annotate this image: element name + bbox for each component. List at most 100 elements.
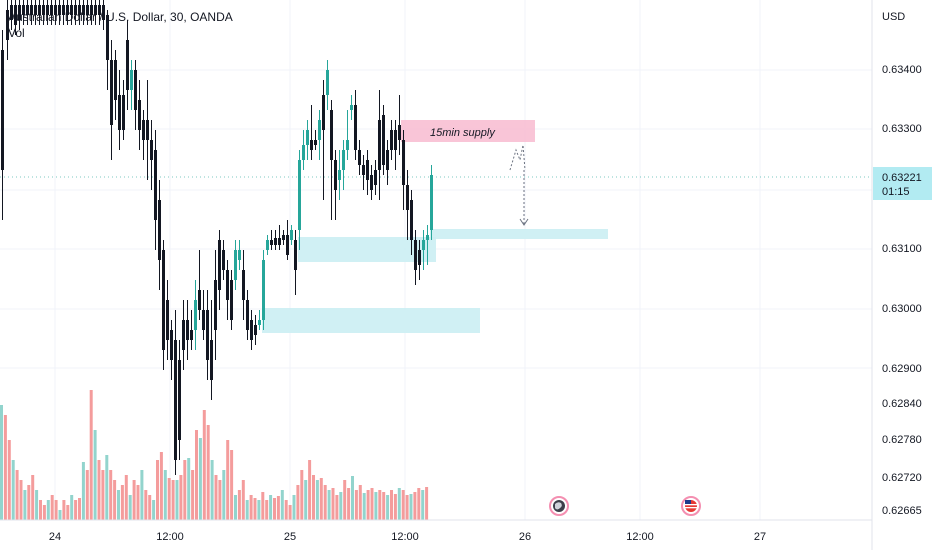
candle-body (346, 140, 349, 150)
volume-bar (304, 480, 308, 520)
candles (1, 0, 433, 475)
candle-body (390, 130, 393, 150)
volume-bar (85, 470, 89, 520)
candle-body (138, 100, 141, 130)
x-tick-label: 12:00 (156, 531, 184, 543)
volume-bar (136, 485, 140, 520)
volume-indicator-label[interactable]: Vol (8, 26, 25, 40)
volume-bar (269, 495, 273, 520)
candle-body (210, 340, 213, 380)
candle-body (414, 240, 417, 270)
volume-bar (46, 500, 50, 520)
volume-bar (347, 488, 351, 520)
symbol-title[interactable]: Australian Dollar / U.S. Dollar, 30, OAN… (8, 10, 233, 24)
volume-bar (183, 460, 187, 520)
volume-bar (120, 485, 124, 520)
y-tick-label: 0.62780 (882, 434, 922, 446)
volume-bar (74, 500, 78, 520)
x-tick-label: 12:00 (391, 531, 419, 543)
volume-bar (296, 485, 300, 520)
volume-bar (42, 505, 46, 520)
volume-bar (249, 495, 253, 520)
volume-bar (191, 470, 195, 520)
target-zone[interactable] (430, 229, 608, 239)
candle-body (38, 5, 41, 15)
volume-bar (253, 498, 257, 520)
x-tick-label: 26 (519, 531, 531, 543)
candle-body (162, 250, 165, 350)
volume-bar (257, 500, 261, 520)
candle-body (86, 5, 89, 15)
candle-body (78, 5, 81, 15)
volume-bar (308, 460, 312, 520)
x-tick-label: 12:00 (626, 531, 654, 543)
volume-bar (132, 480, 136, 520)
volume-bar (31, 475, 35, 520)
volume-bar (3, 415, 7, 520)
volume-bar (390, 490, 393, 520)
candle-body (94, 5, 97, 15)
volume-bar (319, 478, 323, 520)
volume-bar (171, 480, 175, 520)
volume-bar (273, 498, 276, 520)
globe-event-icon[interactable] (549, 496, 569, 516)
candle-body (54, 5, 57, 15)
zones: 15min supply (262, 120, 608, 333)
volume-bar (421, 490, 425, 520)
volume-bar (331, 488, 335, 520)
volume-bar (93, 430, 97, 520)
volume-bar (335, 495, 339, 520)
y-tick-label: 0.62720 (882, 472, 922, 484)
demand-zone[interactable] (262, 308, 480, 333)
price-axis[interactable] (872, 0, 932, 550)
volume-bar (425, 487, 429, 520)
volume-bar (261, 492, 265, 520)
candle-body (366, 160, 369, 180)
candle-body (126, 40, 129, 90)
volume-bar (370, 488, 374, 520)
candle-body (266, 240, 269, 250)
volume-bar (339, 492, 343, 520)
supply-zone[interactable] (401, 120, 535, 142)
x-tick-label: 24 (49, 531, 61, 543)
candle-body (362, 165, 365, 175)
volume-bar (128, 495, 132, 520)
volume-bar (35, 490, 39, 520)
candle-body (166, 300, 169, 340)
volume-bar (245, 500, 249, 520)
candle-body (6, 10, 9, 40)
candle-body (194, 300, 197, 330)
candle-body (142, 120, 145, 140)
last-price-tag (873, 167, 932, 200)
y-tick-label: 0.63300 (882, 123, 922, 135)
demand-zone[interactable] (298, 237, 436, 262)
volume-bar (167, 478, 171, 520)
y-tick-label: 0.63000 (882, 303, 922, 315)
volume-bar (354, 490, 358, 520)
candle-body (110, 60, 113, 125)
volume-bar (159, 452, 163, 520)
volume-bar (214, 475, 218, 520)
candle-body (398, 125, 401, 140)
volume-bar (78, 498, 81, 520)
volume-bar (15, 470, 19, 520)
volume-bar (175, 480, 179, 520)
volume-bar (113, 480, 117, 520)
candle-body (410, 200, 413, 240)
volume-bar (144, 490, 148, 520)
candle-body (386, 150, 389, 170)
us-flag-event-icon[interactable] (681, 496, 701, 516)
volume-bar (179, 475, 183, 520)
volume-bar (280, 490, 284, 520)
volume-bar (265, 500, 269, 520)
volume-bar (97, 460, 101, 520)
candle-body (338, 170, 341, 180)
volume-bar (300, 470, 304, 520)
volume-bar (152, 500, 156, 520)
volume-bar (327, 490, 331, 520)
candle-body (330, 110, 333, 160)
candle-body (370, 175, 373, 190)
volume-bar (315, 480, 319, 520)
volume-bar (210, 460, 214, 520)
